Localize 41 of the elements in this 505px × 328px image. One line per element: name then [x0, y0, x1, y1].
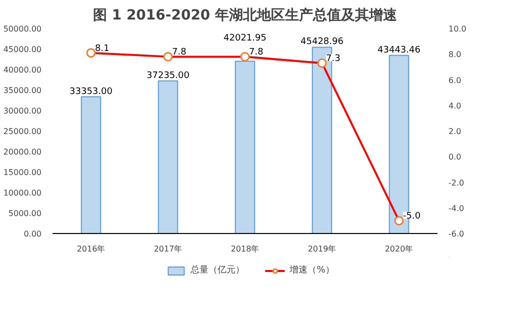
y-tick-label: 5000.00: [8, 209, 42, 218]
data-label: 7.8: [249, 48, 264, 58]
y-tick-label: 45000.00: [3, 45, 42, 54]
y-tick-label: 50000.00: [3, 24, 42, 34]
legend-label: 总量（亿元）: [190, 264, 245, 276]
y-tick-label: 20000.00: [3, 148, 42, 156]
data-label: 7.8: [172, 48, 187, 58]
y2-tick-label: -6.0: [448, 230, 464, 238]
y2-tick-label: -2.0: [448, 178, 464, 188]
x-tick-label: 2017年: [154, 244, 182, 254]
bar: [80, 96, 102, 234]
data-label: 42021.95: [224, 34, 266, 44]
x-tick-label: 2019年: [308, 244, 336, 254]
y-tick-label: 10000.00: [3, 188, 42, 198]
data-label: 45428.96: [300, 37, 344, 48]
data-label: 33353.00: [70, 86, 113, 97]
bar: [234, 60, 256, 234]
bar: [158, 80, 178, 234]
y2-tick-label: 6.0: [448, 76, 462, 85]
y2-tick-label: 4.0: [448, 101, 462, 110]
y-tick-label: 35000.00: [3, 86, 42, 95]
y-tick-label: 40000.00: [3, 66, 42, 74]
y2-tick-label: -4.0: [448, 204, 464, 213]
x-tick-label: 2020年: [384, 244, 414, 254]
data-label: 37235.00: [146, 70, 190, 81]
x-tick-label: 2016年: [76, 244, 106, 254]
y-tick-label: 0.00: [24, 230, 42, 238]
data-label: 43443.46: [378, 45, 421, 56]
y-tick-label: 30000.00: [3, 106, 42, 116]
y-tick-label: 25000.00: [3, 127, 42, 136]
y2-tick-label: 0.0: [448, 152, 462, 162]
y2-tick-label: 8.0: [448, 50, 462, 60]
x-tick-label: 2018年: [230, 244, 260, 254]
data-label: 7.3: [326, 54, 340, 64]
y2-tick-label: 2.0: [448, 127, 462, 136]
legend-label: 增速（%）: [290, 264, 334, 276]
data-label: -5.0: [403, 212, 421, 222]
y2-tick-label: 10.0: [448, 24, 466, 34]
data-label: 8.1: [95, 44, 110, 54]
y-tick-label: 15000.00: [3, 168, 42, 177]
chart-title: 图 1 2016-2020 年湖北地区生产总值及其增速: [92, 6, 398, 24]
